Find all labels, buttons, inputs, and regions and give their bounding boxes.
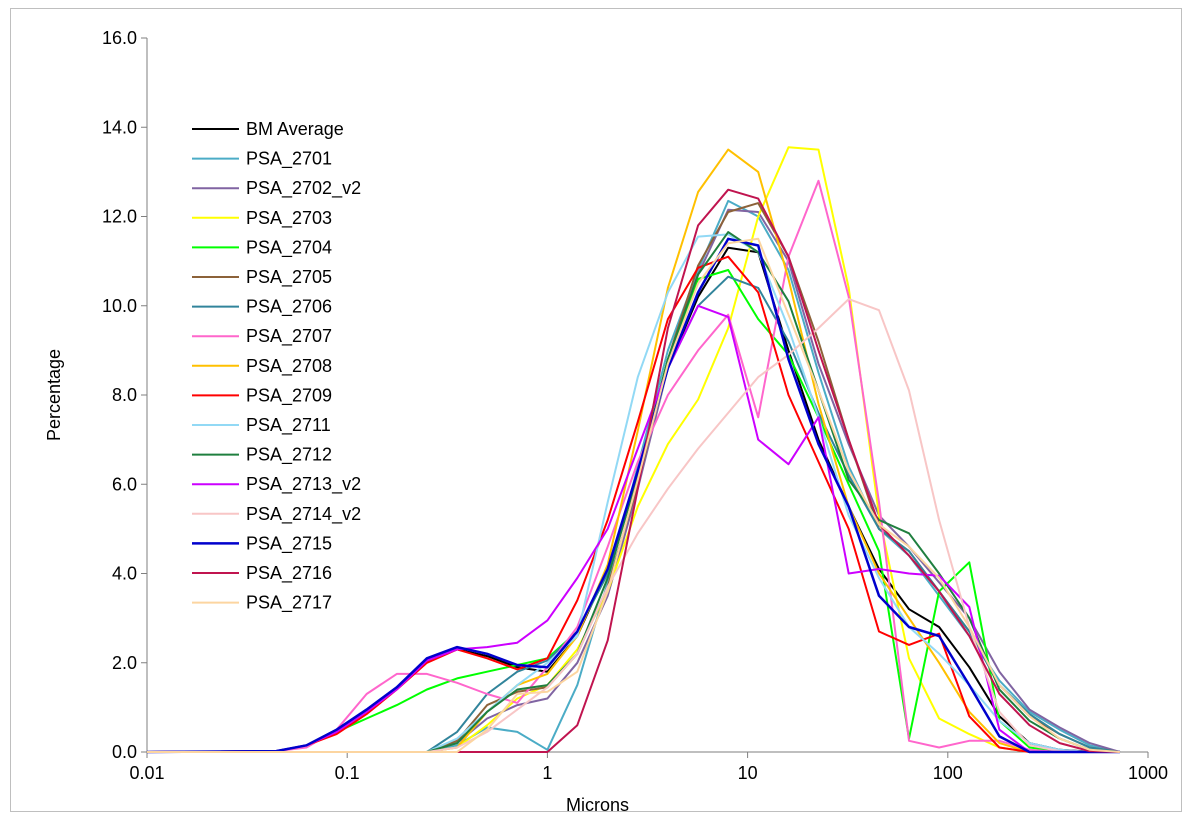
legend-label: PSA_2712: [246, 445, 332, 466]
legend-label: PSA_2704: [246, 237, 332, 258]
legend-label: BM Average: [246, 119, 344, 139]
legend: BM Average PSA_2701 PSA_2702_v2 PSA_2703 PSA…: [192, 119, 361, 614]
x-tick-label: 1000: [1128, 763, 1168, 783]
y-tick-label: 16.0: [102, 28, 137, 48]
legend-label: PSA_2705: [246, 267, 332, 288]
legend-label: PSA_2717: [246, 593, 332, 614]
legend-label: PSA_2714_v2: [246, 504, 361, 525]
series-line-psa-2715: [146, 237, 1120, 754]
legend-label: PSA_2715: [246, 533, 332, 554]
y-tick-label: 8.0: [112, 385, 137, 405]
legend-label: PSA_2709: [246, 385, 332, 406]
x-tick-label: 0.01: [129, 763, 164, 783]
plot-lines: [146, 146, 1121, 754]
legend-label: PSA_2703: [246, 208, 332, 229]
y-tick-label: 4.0: [112, 564, 137, 584]
x-tick-label: 10: [738, 763, 758, 783]
legend-label: PSA_2702_v2: [246, 178, 361, 199]
series-line-psa-2717: [147, 237, 1120, 753]
x-axis-title: Microns: [566, 795, 629, 814]
axes: 0.0 2.0 4.0 6.0 8.0 10.0 12.0 14.0 16.0 0.01 0.1 1 1…: [102, 28, 1168, 783]
x-tick-label: 0.1: [335, 763, 360, 783]
x-tick-label: 100: [933, 763, 963, 783]
legend-label: PSA_2707: [246, 326, 332, 347]
x-tick-label: 1: [542, 763, 552, 783]
y-axis-title: Percentage: [44, 349, 64, 441]
y-tick-label: 6.0: [112, 474, 137, 494]
y-tick-label: 2.0: [112, 653, 137, 673]
legend-label: PSA_2701: [246, 149, 332, 170]
legend-label: PSA_2708: [246, 356, 332, 377]
chart-frame: [10, 8, 1182, 812]
legend-label: PSA_2711: [246, 415, 331, 436]
legend-label: PSA_2716: [246, 563, 332, 584]
y-tick-label: 14.0: [102, 117, 137, 137]
series-line-psa-2713-v2: [146, 304, 1120, 753]
legend-label: PSA_2713_v2: [246, 474, 361, 495]
y-tick-label: 10.0: [102, 296, 137, 316]
legend-label: PSA_2706: [246, 297, 332, 318]
series-line-psa-2707: [146, 179, 1120, 753]
y-tick-label: 12.0: [102, 207, 137, 227]
y-tick-label: 0.0: [112, 742, 137, 762]
